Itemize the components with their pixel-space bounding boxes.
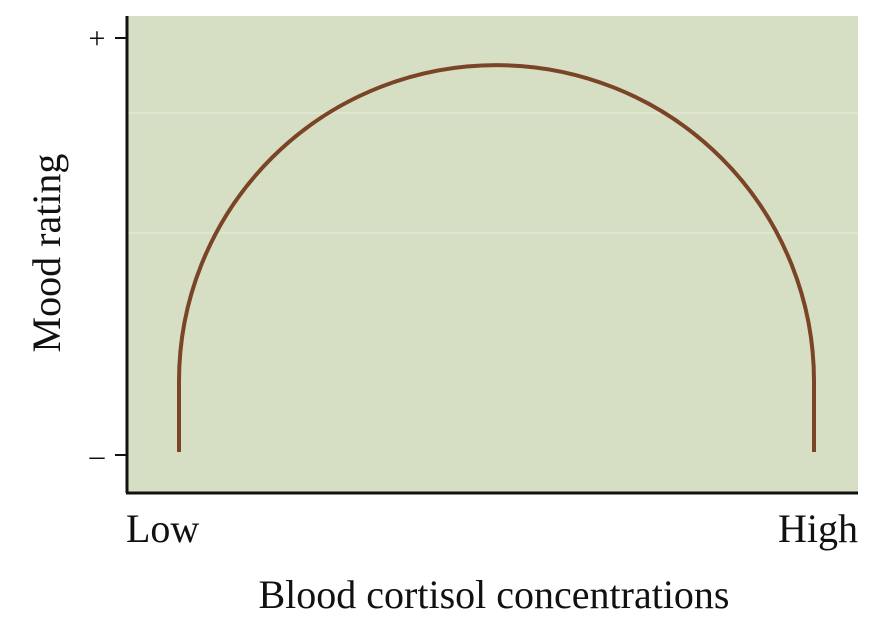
grid-lines [128, 112, 858, 234]
x-axis-label: Blood cortisol concentrations [258, 572, 729, 617]
mood-curve [177, 63, 816, 452]
y-axis-label: Mood rating [24, 154, 69, 353]
x-tick-label-high: High [778, 506, 858, 551]
y-tick-label-minus: – [89, 439, 106, 472]
y-ticks: –+ [89, 22, 127, 472]
y-tick-label-plus: + [89, 22, 106, 55]
x-ticks: Low High [126, 506, 858, 551]
plot-background [127, 16, 858, 493]
x-tick-label-low: Low [126, 506, 199, 551]
